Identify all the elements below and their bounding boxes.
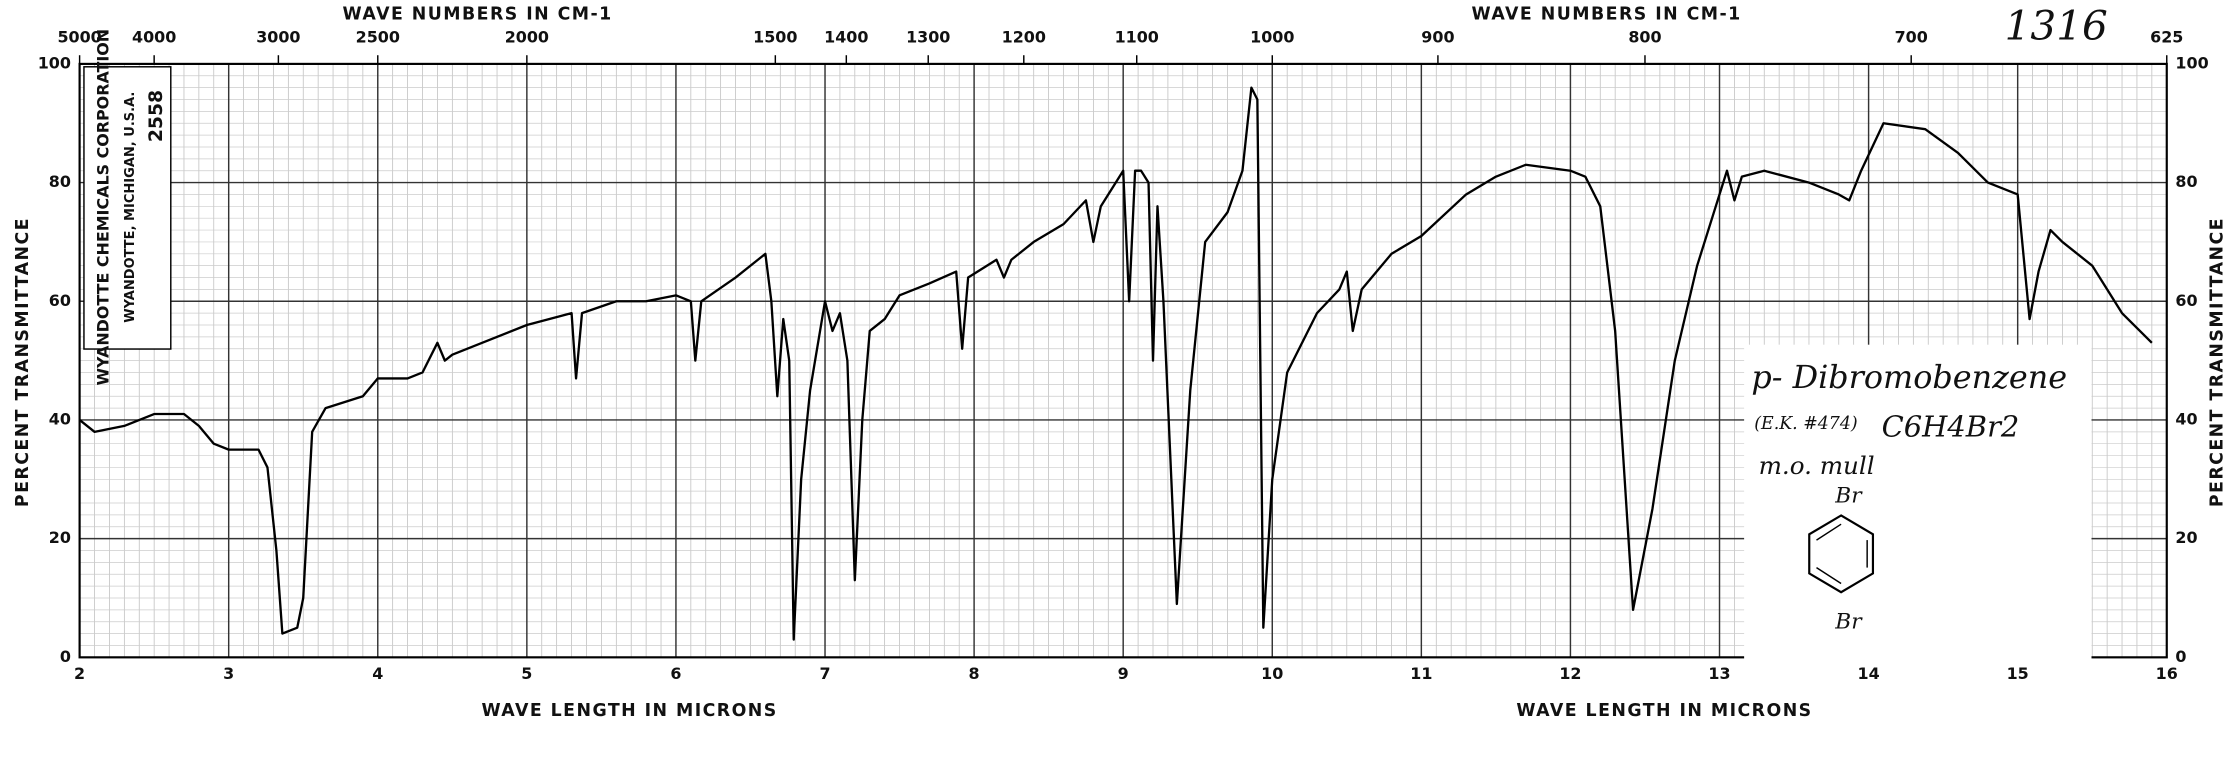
x-tick-label: 10 [1261,664,1283,683]
y-tick-label: 60 [49,291,71,310]
x-tick-label: 5 [521,664,532,683]
y-tick-label: 0 [2175,647,2186,666]
x-tick-label: 6 [670,664,681,683]
x2-axis-label: WAVE NUMBERS IN CM-1 [343,5,613,25]
x-tick-label: 13 [1708,664,1730,683]
annotation: m.o. mull [1759,451,1875,480]
x2-tick-label: 1300 [906,27,950,46]
stamp-box [83,66,172,350]
x-axis-label: WAVE LENGTH IN MICRONS [481,701,777,721]
y-tick-label: 80 [49,172,71,191]
y-tick-label: 0 [60,647,71,666]
y-tick-label: 20 [49,528,71,547]
spectrum-line [78,86,2153,641]
x2-tick-label: 1400 [824,27,868,46]
x-tick-label: 8 [969,664,980,683]
annotation: p- Dibromobenzene [1751,358,2067,396]
x-tick-label: 2 [74,664,85,683]
x2-tick-label: 4000 [132,27,176,46]
x-tick-label: 9 [1118,664,1129,683]
y-axis-label: PERCENT TRANSMITTANCE [2207,217,2227,507]
note-backdrop [1744,344,2092,664]
y-axis-label: PERCENT TRANSMITTANCE [13,217,33,507]
sample-note: p- Dibromobenzene (E.K. #474) C6H4Br2 m.… [1744,344,2092,664]
x-tick-label: 7 [819,664,830,683]
x-tick-label: 16 [2156,664,2178,683]
benzene-ring [1808,514,1875,594]
x2-tick-label: 1000 [1250,27,1294,46]
x2-tick-label: 625 [2150,27,2183,46]
plot-frame [78,62,2168,659]
x2-tick-label: 5000 [57,27,101,46]
x-axis-label: WAVE LENGTH IN MICRONS [1516,701,1812,721]
y-tick-label: 80 [2175,172,2197,191]
y-tick-label: 100 [38,53,71,72]
x2-tick-label: 900 [1421,27,1454,46]
x2-tick-label: 1200 [1002,27,1046,46]
x-tick-label: 11 [1410,664,1432,683]
y-tick-label: 20 [2175,528,2197,547]
double-bond [1816,566,1842,585]
chart-number: 2558 [146,90,167,142]
x2-tick-label: 1100 [1115,27,1159,46]
x2-tick-label: 2000 [505,27,549,46]
x-tick-label: 15 [2007,664,2029,683]
annotation: Br [1834,484,1863,509]
y-tick-label: 40 [2175,409,2197,428]
y-tick-label: 40 [49,409,71,428]
annotation: 1316 [2005,2,2108,50]
x2-tick-label: 3000 [256,27,300,46]
annotation: Br [1834,610,1863,635]
x2-tick-label: 800 [1628,27,1661,46]
y-tick-label: 60 [2175,291,2197,310]
x2-tick-label: 2500 [356,27,400,46]
y-tick-label: 100 [2175,53,2208,72]
double-bond [1816,523,1842,541]
annotation: C6H4Br2 [1882,410,2020,444]
publisher-address: WYANDOTTE, MICHIGAN, U.S.A. [123,92,138,323]
publisher-name: WYANDOTTE CHEMICALS CORPORATION [94,29,113,386]
x2-axis-label: WAVE NUMBERS IN CM-1 [1472,5,1742,25]
publisher-stamp: WYANDOTTE CHEMICALS CORPORATION WYANDOTT… [83,29,172,386]
x-tick-label: 12 [1559,664,1581,683]
annotation: (E.K. #474) [1754,414,1857,434]
x-tick-label: 4 [372,664,383,683]
x-tick-label: 14 [1858,664,1880,683]
x2-tick-label: 700 [1895,27,1928,46]
x-tick-label: 3 [223,664,234,683]
x2-tick-label: 1500 [753,27,797,46]
